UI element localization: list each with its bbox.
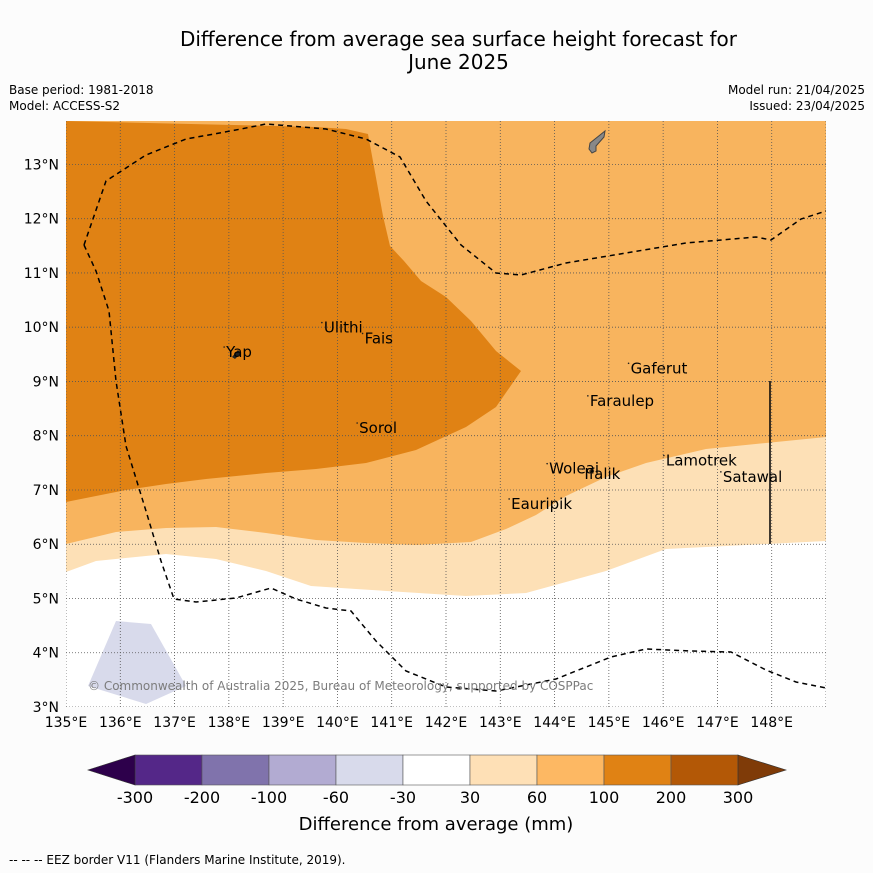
copyright-note: © Commonwealth of Australia 2025, Bureau…	[88, 679, 593, 693]
model-run: Model run: 21/04/2025	[727, 83, 865, 97]
colorbar-high-arrow	[737, 754, 788, 786]
island-label-ulithi: Ulithi	[324, 319, 363, 337]
island-label-ifalik: Ifalik	[584, 465, 620, 483]
longitude-tick-label: 142°E	[425, 715, 468, 731]
latitude-tick-label: 4°N	[33, 646, 59, 662]
island-marker	[587, 395, 589, 397]
longitude-tick-label: 137°E	[153, 715, 196, 731]
longitude-tick-label: 141°E	[370, 715, 413, 731]
colorbar-swatch	[402, 754, 471, 786]
island-label-lamotrek: Lamotrek	[666, 452, 737, 470]
island-label-gaferut: Gaferut	[631, 359, 688, 377]
colorbar-label: -200	[184, 788, 220, 807]
colorbar-swatch	[268, 754, 337, 786]
latitude-tick-labels: 13°N 12°N 11°N 10°N 9°N 8°N 7°N 6°N 5°N 4°N 3°N	[24, 157, 59, 716]
colorbar-label: -30	[390, 788, 416, 807]
colorbar-label: -100	[251, 788, 287, 807]
issued-date: Issued: 23/04/2025	[749, 99, 865, 113]
latitude-tick-label: 3°N	[33, 700, 59, 716]
island-marker	[508, 498, 510, 500]
yap-island	[232, 350, 241, 359]
island-marker	[720, 471, 722, 473]
map-title: Difference from average sea surface heig…	[179, 27, 738, 74]
latitude-tick-label: 5°N	[33, 591, 59, 607]
colorbar-label: 200	[656, 788, 687, 807]
latitude-tick-label: 9°N	[33, 374, 59, 390]
island-marker	[356, 422, 358, 424]
colorbar: -300 -200 -100 -60 -30 30 60 100 200 300 Differen…	[87, 754, 788, 835]
latitude-tick-label: 6°N	[33, 537, 59, 553]
meta-left: Base period: 1981-2018 Model: ACCESS-S2	[9, 82, 154, 114]
anomaly-zone-100-200	[66, 121, 521, 502]
longitude-tick-label: 135°E	[45, 715, 88, 731]
island-marker	[663, 454, 665, 457]
island-label-faraulep: Faraulep	[590, 392, 654, 410]
latitude-tick-label: 7°N	[33, 483, 59, 499]
island-label-satawal: Satawal	[723, 468, 782, 486]
meta-right: Model run: 21/04/2025 Issued: 23/04/2025	[728, 82, 865, 114]
island-marker	[361, 332, 364, 335]
colorbar-label: 30	[460, 788, 480, 807]
latitude-tick-label: 10°N	[24, 320, 59, 336]
longitude-tick-label: 140°E	[316, 715, 359, 731]
longitude-tick-labels: 135°E 136°E 137°E 138°E 139°E 140°E 141°E 142°E…	[45, 715, 793, 731]
longitude-tick-label: 138°E	[208, 715, 251, 731]
colorbar-label: -60	[323, 788, 349, 807]
colorbar-labels: -300 -200 -100 -60 -30 30 60 100 200 300	[117, 788, 753, 807]
colorbar-swatch	[335, 754, 404, 786]
colorbar-swatch	[469, 754, 538, 786]
latitude-tick-label: 8°N	[33, 429, 59, 445]
colorbar-swatch	[603, 754, 672, 786]
colorbar-swatches	[87, 754, 788, 786]
colorbar-label: 60	[527, 788, 547, 807]
map-grid	[66, 121, 826, 707]
eez-border-line	[83, 244, 826, 692]
longitude-tick-label: 136°E	[99, 715, 142, 731]
island-label-fais: Fais	[365, 329, 394, 347]
colorbar-swatch	[134, 754, 203, 786]
colorbar-label: 100	[589, 788, 620, 807]
island-label-yap: Yap	[225, 343, 252, 361]
model-name: Model: ACCESS-S2	[9, 99, 121, 113]
island-marker	[581, 468, 584, 470]
longitude-tick-label: 148°E	[750, 715, 793, 731]
colorbar-title: Difference from average (mm)	[299, 814, 574, 835]
island-marker	[321, 321, 323, 324]
longitude-tick-label: 139°E	[262, 715, 305, 731]
latitude-tick-label: 13°N	[24, 157, 59, 173]
island-marker	[627, 362, 630, 365]
guam-island	[588, 129, 606, 154]
longitude-tick-label: 145°E	[588, 715, 631, 731]
colorbar-label: 300	[723, 788, 754, 807]
island-marker	[546, 462, 548, 465]
island-label-eauripik: Eauripik	[511, 495, 572, 513]
colorbar-label: -300	[117, 788, 153, 807]
colorbar-low-arrow	[87, 754, 136, 786]
anomaly-zone-negative-60-100	[88, 621, 186, 704]
longitude-tick-label: 146°E	[642, 715, 685, 731]
longitude-tick-label: 144°E	[533, 715, 576, 731]
latitude-tick-label: 12°N	[24, 212, 59, 228]
eez-footnote: -- -- -- EEZ border V11 (Flanders Marine…	[9, 853, 346, 867]
longitude-tick-label: 143°E	[479, 715, 522, 731]
colorbar-swatch	[536, 754, 605, 786]
island-marker	[223, 346, 225, 348]
latitude-tick-label: 11°N	[24, 266, 59, 282]
base-period: Base period: 1981-2018	[9, 83, 154, 97]
colorbar-swatch	[201, 754, 270, 786]
island-label-woleai: Woleai	[549, 460, 599, 478]
colorbar-swatch	[670, 754, 739, 786]
longitude-tick-label: 147°E	[696, 715, 739, 731]
island-label-sorol: Sorol	[359, 419, 397, 437]
